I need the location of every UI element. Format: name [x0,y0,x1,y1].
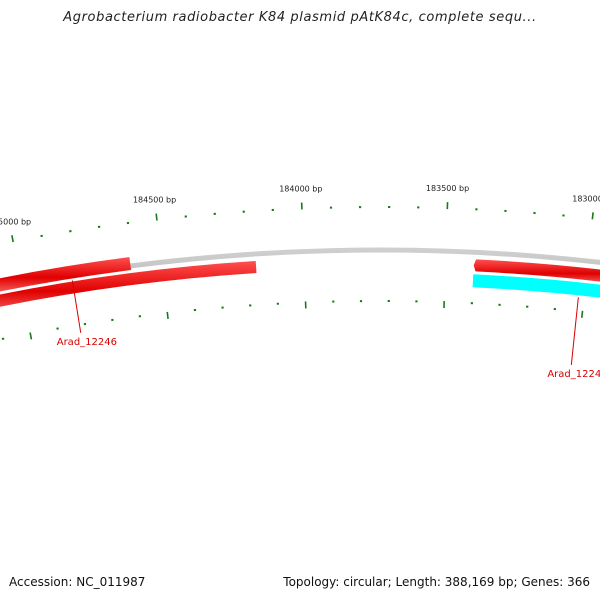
ruler-tick [155,213,158,221]
gene-pointer [570,297,579,365]
ruler-tick [11,235,14,243]
gene-label-c2[interactable]: Arad_12242 [547,369,600,380]
genes-layer [0,257,600,322]
ruler-label: 183000 bp [572,194,600,203]
gene-g3[interactable] [473,259,600,287]
ruler-label: 183500 bp [426,184,469,193]
gene-c2[interactable] [472,274,600,304]
ruler-label: 184000 bp [279,185,322,194]
ruler-label: 185000 bp [0,217,31,226]
ruler-label: 184500 bp [133,196,176,205]
map-title: Agrobacterium radiobacter K84 plasmid pA… [63,10,537,25]
gene-label-g7[interactable]: Arad_12246 [57,337,117,348]
ruler-tick [29,332,33,340]
plasmid-backbone [0,247,600,290]
inner-ruler [1,300,584,340]
gene-pointer [71,280,82,333]
ruler-tick [580,310,584,318]
summary-text: Topology: circular; Length: 388,169 bp; … [283,575,590,589]
gene-g7[interactable] [0,257,132,298]
ruler-tick [166,311,169,319]
accession-text: Accession: NC_011987 [9,575,146,589]
ruler-tick [591,212,594,220]
gene-g2[interactable] [0,261,257,322]
